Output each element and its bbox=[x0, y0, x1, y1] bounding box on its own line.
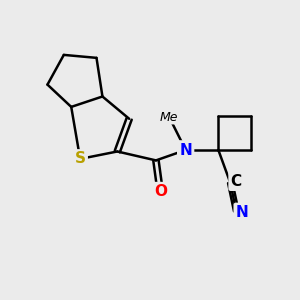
Text: Me: Me bbox=[160, 111, 178, 124]
Text: O: O bbox=[154, 184, 167, 199]
Text: N: N bbox=[179, 142, 192, 158]
Text: N: N bbox=[236, 205, 248, 220]
Text: C: C bbox=[231, 174, 242, 189]
Text: S: S bbox=[75, 152, 86, 166]
